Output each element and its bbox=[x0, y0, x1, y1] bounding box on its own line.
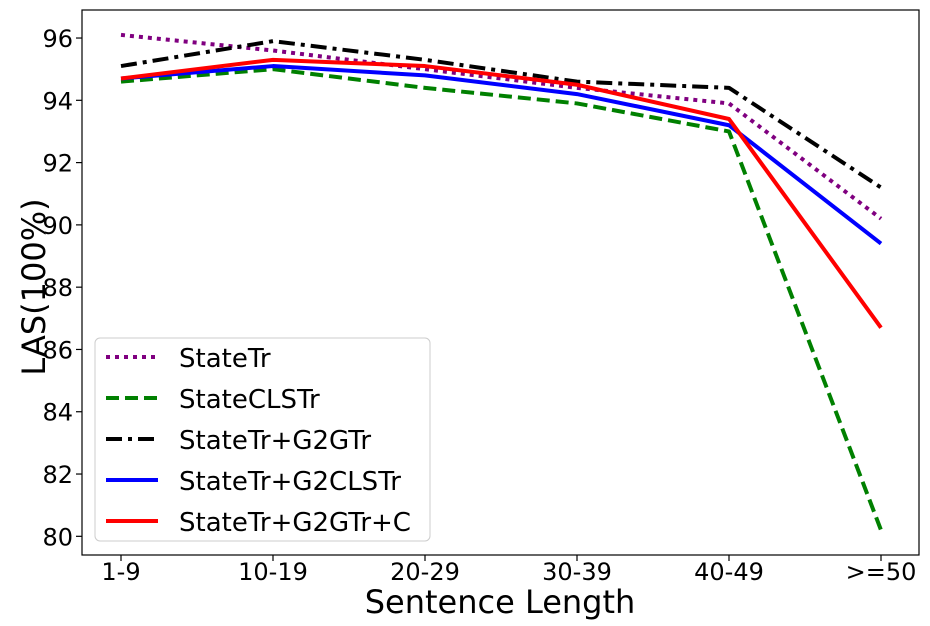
x-tick-label: 1-9 bbox=[101, 558, 140, 586]
x-tick-label: 30-39 bbox=[542, 558, 612, 586]
y-tick-label: 84 bbox=[42, 399, 73, 427]
legend: StateTr StateCLSTr StateTr+G2GTr StateTr+G2… bbox=[94, 337, 431, 542]
legend-label: StateTr+G2GTr+C bbox=[179, 508, 411, 538]
series-line-1 bbox=[120, 67, 883, 531]
y-tick-label: 96 bbox=[42, 25, 73, 53]
series-line-2 bbox=[120, 39, 883, 190]
y-tick-label: 80 bbox=[42, 523, 73, 551]
x-tick-label: >=50 bbox=[846, 558, 917, 586]
y-tick-label: 86 bbox=[42, 336, 73, 364]
legend-label: StateTr+G2CLSTr bbox=[179, 467, 401, 497]
plot-frame bbox=[81, 9, 920, 556]
legend-label: StateTr bbox=[179, 344, 271, 374]
series-line-0 bbox=[120, 32, 883, 221]
x-tick-label: 10-19 bbox=[238, 558, 308, 586]
y-axis: 80 82 84 86 88 90 92 94 96 bbox=[42, 25, 82, 551]
y-tick-label: 82 bbox=[42, 461, 73, 489]
y-tick-label: 94 bbox=[42, 87, 73, 115]
legend-label: StateTr+G2GTr bbox=[179, 426, 371, 456]
y-tick-label: 90 bbox=[42, 212, 73, 240]
x-axis: 1-9 10-19 20-29 30-39 40-49 >=50 bbox=[101, 555, 916, 586]
series-line-3 bbox=[120, 64, 883, 246]
x-tick-label: 20-29 bbox=[390, 558, 460, 586]
legend-label: StateCLSTr bbox=[179, 385, 320, 415]
series-line-4 bbox=[120, 57, 883, 329]
x-tick-label: 40-49 bbox=[694, 558, 764, 586]
series-layer bbox=[120, 32, 883, 531]
x-axis-title: Sentence Length bbox=[365, 583, 636, 621]
y-tick-label: 92 bbox=[42, 150, 73, 178]
y-tick-label: 88 bbox=[42, 274, 73, 302]
legend-box bbox=[94, 337, 431, 542]
y-axis-title: LAS(100%) bbox=[15, 198, 53, 375]
